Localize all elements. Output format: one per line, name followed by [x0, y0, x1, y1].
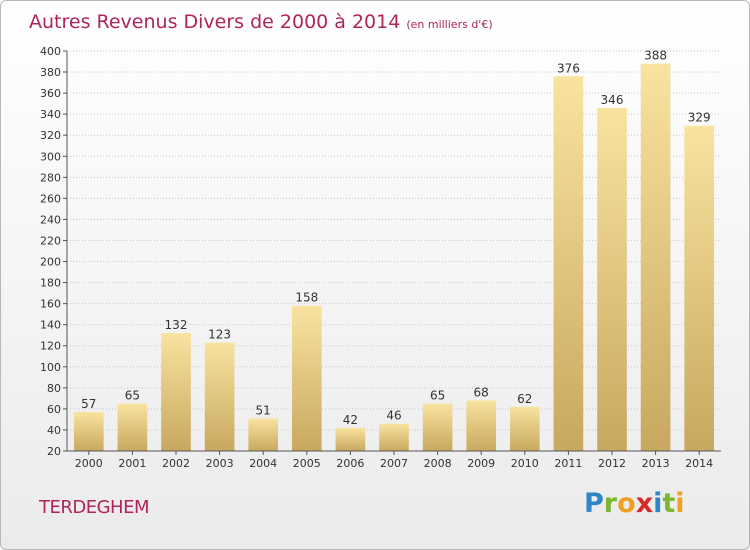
bar-value-label: 123 [208, 328, 231, 342]
x-tick-label: 2007 [380, 457, 408, 470]
bar-value-label: 46 [386, 409, 401, 423]
y-tick-label: 340 [40, 108, 61, 121]
y-tick-label: 180 [40, 277, 61, 290]
x-tick-label: 2008 [424, 457, 452, 470]
bars [73, 63, 715, 452]
x-tick-label: 2002 [162, 457, 190, 470]
location-name: TERDEGHEM [39, 497, 150, 518]
bar-2003 [204, 342, 235, 451]
proxiti-logo: Proxiti [584, 488, 685, 519]
bar-value-label: 57 [81, 397, 96, 411]
y-tick-label: 160 [40, 298, 61, 311]
x-tick-label: 2012 [598, 457, 626, 470]
x-tick-label: 2013 [642, 457, 670, 470]
bar-value-label: 65 [125, 389, 140, 403]
x-tick-label: 2010 [511, 457, 539, 470]
bar-value-label: 346 [601, 93, 624, 107]
y-tick-label: 360 [40, 87, 61, 100]
y-tick-label: 380 [40, 66, 61, 79]
bar-2004 [248, 418, 279, 451]
chart-unit: (en milliers d'€) [406, 18, 493, 31]
x-tick-label: 2011 [554, 457, 582, 470]
x-tick-label: 2001 [118, 457, 146, 470]
bar-2012 [597, 107, 627, 451]
bar-2013 [640, 63, 671, 451]
logo-letter: i [653, 488, 663, 519]
bar-value-label: 42 [343, 413, 358, 427]
x-tick-label: 2014 [685, 457, 713, 470]
bar-value-label: 51 [256, 403, 271, 417]
bar-2000 [73, 412, 104, 451]
y-tick-label: 200 [40, 256, 61, 269]
y-tick-label: 260 [40, 192, 61, 205]
y-tick-label: 220 [40, 234, 61, 247]
bar-value-label: 62 [517, 392, 532, 406]
bar-2005 [291, 305, 322, 451]
y-tick-label: 140 [40, 319, 61, 332]
labels: 57 65 132 123 51 158 42 46 65 68 62 376 346 388 329 [81, 49, 710, 427]
x-tick-label: 2009 [467, 457, 495, 470]
bar-2010 [509, 406, 540, 451]
chart-title-text: Autres Revenus Divers de 2000 à 2014 [29, 11, 401, 33]
y-tick-label: 320 [40, 129, 61, 142]
logo-letter: o [617, 488, 636, 519]
logo-letter: t [662, 488, 676, 519]
bar-value-label: 376 [557, 61, 580, 75]
y-tick-label: 80 [47, 382, 61, 395]
bar-2011 [553, 76, 584, 452]
logo-letter: P [584, 488, 604, 519]
y-tick-label: 100 [40, 361, 61, 374]
x-tick-label: 2004 [249, 457, 277, 470]
y-tick-label: 280 [40, 171, 61, 184]
chart-title: Autres Revenus Divers de 2000 à 2014 (en … [29, 11, 493, 33]
axes: 20 40 60 80 100 120 140 160 180 200 220 240 260 280 30… [40, 45, 721, 470]
bar-value-label: 132 [165, 318, 188, 332]
y-tick-label: 60 [47, 403, 61, 416]
bar-2001 [117, 403, 148, 451]
bar-value-label: 65 [430, 389, 445, 403]
x-tick-label: 2005 [293, 457, 321, 470]
bar-value-label: 68 [474, 385, 489, 399]
bar-2006 [335, 427, 366, 451]
y-tick-label: 400 [40, 45, 61, 58]
logo-letter: x [635, 488, 654, 519]
x-tick-label: 2003 [206, 457, 234, 470]
logo-letter: i [675, 488, 685, 519]
logo-letter: r [603, 488, 618, 519]
bar-value-label: 158 [295, 291, 318, 305]
bar-value-label: 388 [644, 49, 667, 63]
bar-2002 [161, 333, 191, 451]
y-tick-label: 300 [40, 150, 61, 163]
y-tick-label: 20 [47, 445, 61, 458]
y-tick-label: 240 [40, 213, 61, 226]
x-tick-label: 2000 [75, 457, 103, 470]
bar-value-label: 329 [688, 111, 711, 125]
x-tick-label: 2006 [336, 457, 364, 470]
bar-2008 [422, 403, 453, 451]
bar-2014 [684, 125, 715, 451]
bar-2009 [466, 400, 497, 451]
y-tick-label: 120 [40, 340, 61, 353]
bar-2007 [379, 423, 409, 451]
y-tick-label: 40 [47, 424, 61, 437]
